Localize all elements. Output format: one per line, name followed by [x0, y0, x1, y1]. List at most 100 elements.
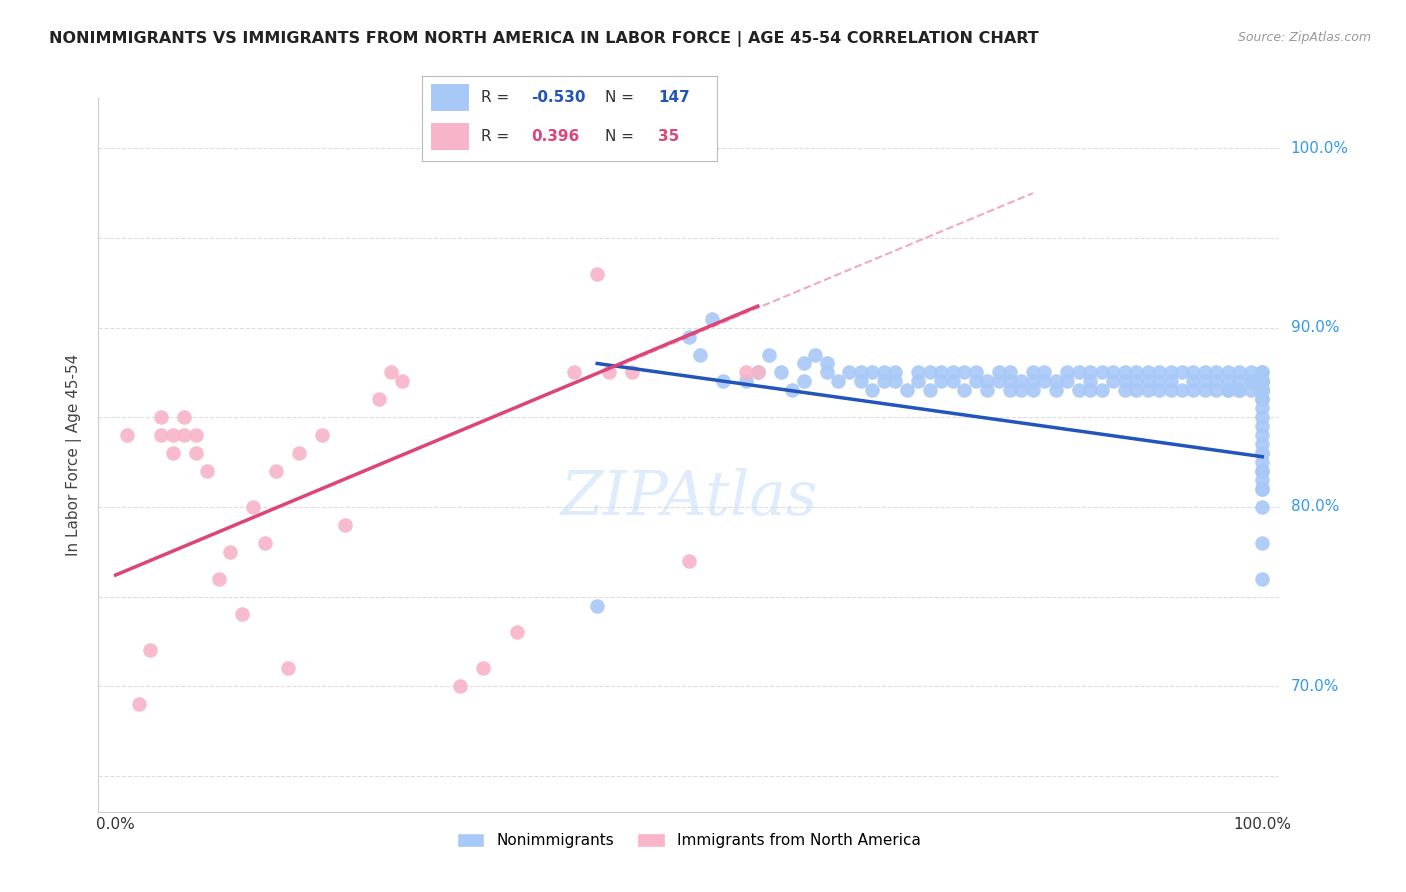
Point — [942, 375, 965, 389]
Point — [1171, 384, 1194, 398]
Point — [1182, 375, 1205, 389]
Point — [896, 384, 918, 398]
Bar — [430, 85, 470, 112]
Point — [1171, 366, 1194, 380]
Point — [1251, 384, 1274, 398]
Point — [1091, 366, 1114, 380]
Point — [1240, 384, 1263, 398]
Point — [288, 446, 311, 460]
Point — [1147, 384, 1170, 398]
Point — [162, 446, 184, 460]
Point — [769, 366, 792, 380]
Point — [150, 410, 173, 425]
Point — [873, 366, 896, 380]
Point — [1251, 473, 1274, 487]
Point — [1251, 384, 1274, 398]
Point — [1022, 384, 1045, 398]
Point — [150, 428, 173, 442]
Legend: Nonimmigrants, Immigrants from North America: Nonimmigrants, Immigrants from North Ame… — [451, 827, 927, 854]
Point — [1251, 500, 1274, 514]
Point — [1205, 384, 1227, 398]
Point — [391, 375, 413, 389]
Point — [1011, 384, 1033, 398]
Point — [1067, 366, 1090, 380]
Point — [1045, 384, 1067, 398]
Point — [953, 366, 976, 380]
Point — [700, 311, 723, 326]
Point — [1227, 384, 1250, 398]
Point — [1240, 366, 1263, 380]
Point — [333, 517, 356, 532]
Point — [1251, 375, 1274, 389]
Point — [1251, 384, 1274, 398]
Point — [1251, 437, 1274, 451]
Point — [758, 347, 780, 361]
Point — [184, 428, 207, 442]
Point — [1251, 384, 1274, 398]
Point — [253, 535, 276, 549]
Point — [735, 375, 758, 389]
Point — [1136, 366, 1159, 380]
Point — [264, 464, 287, 478]
Point — [1216, 375, 1239, 389]
Point — [1251, 375, 1274, 389]
Point — [1182, 384, 1205, 398]
Point — [1251, 455, 1274, 469]
Point — [1251, 375, 1274, 389]
Point — [678, 329, 700, 343]
Point — [1182, 366, 1205, 380]
Point — [620, 366, 643, 380]
Point — [860, 366, 883, 380]
Point — [1251, 375, 1274, 389]
Point — [1251, 482, 1274, 496]
Point — [942, 366, 965, 380]
Point — [1227, 384, 1250, 398]
Point — [1251, 572, 1274, 586]
Point — [976, 384, 998, 398]
Bar — [430, 123, 470, 151]
Point — [1194, 375, 1216, 389]
Point — [678, 554, 700, 568]
Point — [1078, 366, 1101, 380]
Point — [139, 643, 162, 657]
Point — [506, 625, 529, 640]
Point — [1240, 375, 1263, 389]
Point — [849, 366, 872, 380]
Point — [1022, 366, 1045, 380]
Point — [208, 572, 231, 586]
Point — [1114, 375, 1136, 389]
Point — [219, 545, 242, 559]
Text: 0.396: 0.396 — [531, 129, 579, 145]
Point — [1216, 384, 1239, 398]
Point — [1251, 384, 1274, 398]
Point — [1102, 375, 1125, 389]
Point — [1056, 375, 1078, 389]
Point — [884, 366, 907, 380]
Point — [1251, 375, 1274, 389]
Point — [1251, 366, 1274, 380]
Point — [1125, 366, 1147, 380]
Point — [953, 384, 976, 398]
Point — [586, 267, 609, 281]
Point — [965, 366, 987, 380]
Point — [173, 428, 195, 442]
Point — [1251, 375, 1274, 389]
Point — [998, 384, 1021, 398]
Text: 35: 35 — [658, 129, 679, 145]
Point — [1251, 366, 1274, 380]
Point — [1251, 375, 1274, 389]
Point — [1251, 419, 1274, 434]
Point — [471, 661, 494, 675]
Point — [173, 410, 195, 425]
Point — [793, 375, 815, 389]
Text: N =: N = — [605, 90, 634, 105]
Point — [1251, 401, 1274, 416]
Point — [449, 679, 471, 693]
Text: -0.530: -0.530 — [531, 90, 585, 105]
Point — [1251, 384, 1274, 398]
Point — [1205, 375, 1227, 389]
Point — [1147, 375, 1170, 389]
Point — [711, 375, 734, 389]
Point — [311, 428, 333, 442]
Point — [1251, 375, 1274, 389]
